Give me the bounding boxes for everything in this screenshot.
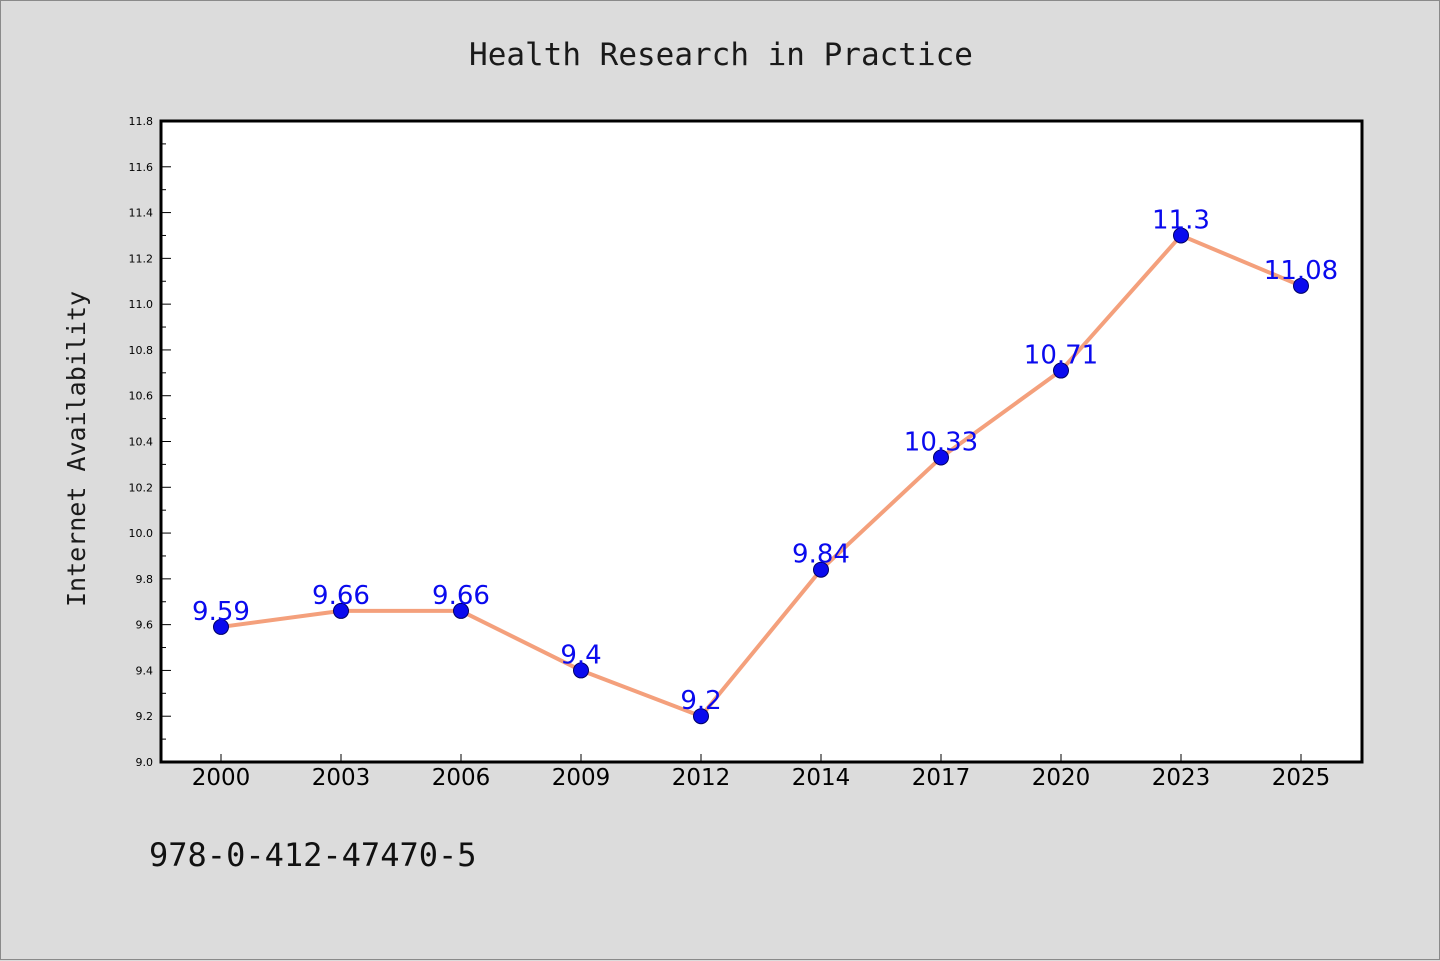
- data-point: [573, 662, 589, 679]
- data-point: [333, 602, 349, 619]
- data-label: 9.59: [192, 597, 250, 627]
- data-point: [693, 708, 709, 725]
- y-tick-label: 11.0: [129, 298, 154, 311]
- data-labels: 9.59 9.66 9.66 9.4 9.2 9.84 10.33 10.71 11.3 11.0…: [192, 205, 1338, 716]
- x-tick-label: 2020: [1032, 765, 1091, 791]
- data-point: [933, 449, 949, 466]
- y-tick-label: 11.6: [129, 161, 154, 174]
- data-point: [1173, 227, 1189, 244]
- series: [213, 227, 1309, 725]
- x-tick-label: 2025: [1272, 765, 1331, 791]
- y-tick-label: 11.2: [129, 252, 154, 265]
- data-label: 11.3: [1152, 205, 1210, 235]
- data-point: [813, 561, 829, 578]
- x-tick-label: 2023: [1152, 765, 1211, 791]
- x-axis: 2000 2003 2006 2009 2012 2014 2017 2020 2023 2025: [192, 754, 1331, 791]
- data-point: [213, 618, 229, 635]
- data-label: 9.66: [432, 581, 490, 611]
- data-label: 9.84: [792, 540, 850, 570]
- x-tick-label: 2017: [912, 765, 971, 791]
- data-label: 10.33: [904, 428, 978, 458]
- y-tick-label: 10.6: [129, 390, 154, 403]
- data-point: [453, 602, 469, 619]
- x-tick-label: 2006: [432, 765, 491, 791]
- isbn-footer: 978-0-412-47470-5: [149, 836, 477, 874]
- y-axis: 9.0 9.2 9.4 9.6 9.8 10.0 10.2 10.4 10.6 10.8 11.0 1…: [129, 115, 171, 769]
- series-line: [219, 233, 1303, 719]
- x-tick-label: 2000: [192, 765, 251, 791]
- y-tick-label: 10.8: [129, 344, 154, 357]
- y-tick-label: 9.2: [136, 710, 154, 723]
- y-tick-label: 9.0: [136, 756, 154, 769]
- plot-area: [159, 119, 1364, 764]
- y-tick-label: 10.4: [129, 436, 154, 449]
- y-tick-label: 11.8: [129, 115, 154, 128]
- data-point: [1053, 362, 1069, 379]
- y-tick-label: 10.2: [129, 481, 154, 494]
- y-tick-label: 9.8: [136, 573, 154, 586]
- y-tick-label: 9.6: [136, 619, 154, 632]
- x-tick-label: 2003: [312, 765, 371, 791]
- data-label: 9.2: [680, 686, 721, 716]
- y-tick-label: 9.4: [136, 664, 154, 677]
- x-tick-label: 2009: [552, 765, 611, 791]
- data-label: 9.4: [560, 640, 601, 670]
- y-tick-label: 10.0: [129, 527, 154, 540]
- y-tick-label: 11.4: [129, 207, 154, 220]
- data-label: 10.71: [1024, 341, 1098, 371]
- x-tick-label: 2014: [792, 765, 851, 791]
- data-point: [1293, 277, 1309, 294]
- y-axis-label: Internet Availability: [62, 291, 91, 607]
- chart-title: Health Research in Practice: [469, 37, 973, 73]
- data-label: 11.08: [1264, 256, 1338, 286]
- x-tick-label: 2012: [672, 765, 731, 791]
- data-label: 9.66: [312, 581, 370, 611]
